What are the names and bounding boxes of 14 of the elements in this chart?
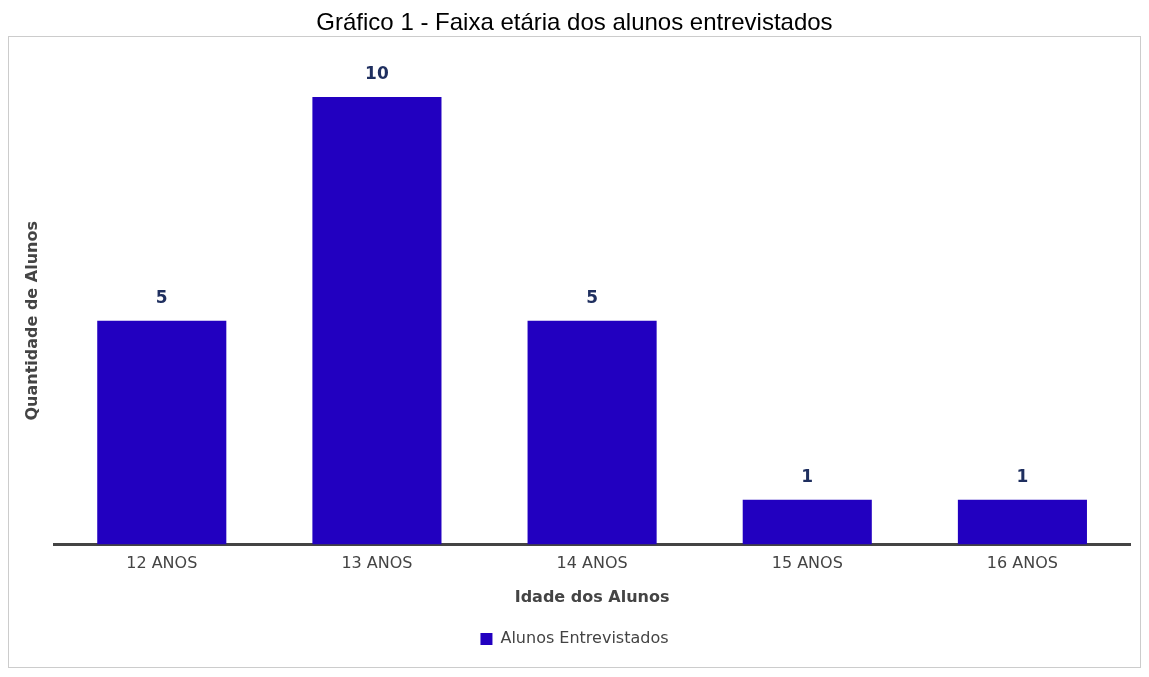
data-label: 5: [155, 286, 168, 307]
x-tick-label: 13 ANOS: [341, 553, 413, 573]
x-tick-label: 12 ANOS: [126, 553, 198, 573]
x-axis-title: Idade dos Alunos: [514, 586, 670, 606]
data-label: 5: [586, 286, 599, 307]
chart-title: Gráfico 1 - Faixa etária dos alunos entrevistados: [315, 8, 834, 36]
data-label: 10: [365, 62, 389, 83]
x-tick-label: 16 ANOS: [986, 553, 1058, 573]
x-tick-label: 14 ANOS: [556, 553, 628, 573]
y-axis-title: Quantidade de Alunos: [21, 221, 41, 421]
legend-label: Alunos Entrevistados: [500, 628, 669, 648]
data-label: 1: [1016, 465, 1029, 486]
x-tick-label: 15 ANOS: [771, 553, 843, 573]
data-label: 1: [801, 465, 814, 486]
